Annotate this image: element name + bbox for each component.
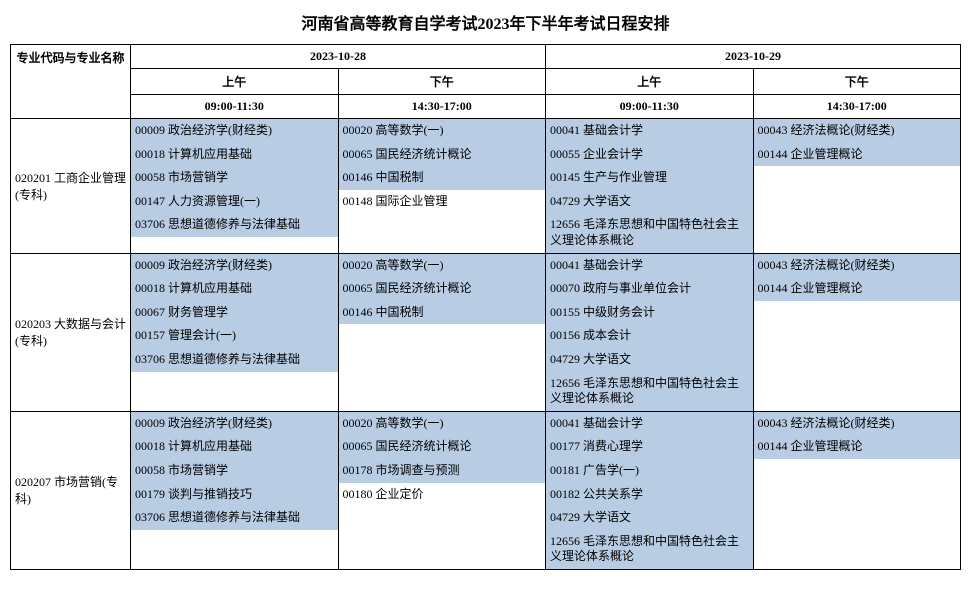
col-day1: 2023-10-28: [131, 45, 546, 69]
course-item: 03706 思想道德修养与法律基础: [131, 506, 338, 530]
slot-cell: 00043 经济法概论(财经类)00144 企业管理概论: [753, 253, 961, 411]
major-cell: 020203 大数据与会计(专科): [11, 253, 131, 411]
course-item: 00009 政治经济学(财经类): [131, 412, 338, 436]
course-item: 00043 经济法概论(财经类): [754, 254, 961, 278]
schedule-table: 专业代码与专业名称 2023-10-28 2023-10-29 上午 下午 上午…: [10, 44, 961, 570]
course-item: 00065 国民经济统计概论: [339, 143, 546, 167]
course-item: 00181 广告学(一): [546, 459, 753, 483]
slot-cell: 00041 基础会计学00177 消费心理学00181 广告学(一)00182 …: [546, 411, 754, 569]
slot-cell: 00009 政治经济学(财经类)00018 计算机应用基础00058 市场营销学…: [131, 119, 339, 254]
course-item: 00018 计算机应用基础: [131, 435, 338, 459]
course-item: 00147 人力资源管理(一): [131, 190, 338, 214]
course-item: 00177 消费心理学: [546, 435, 753, 459]
course-item: 00148 国际企业管理: [339, 190, 546, 214]
course-item: 00146 中国税制: [339, 301, 546, 325]
course-item: 00157 管理会计(一): [131, 324, 338, 348]
course-item: 00058 市场营销学: [131, 459, 338, 483]
slot-cell: 00020 高等数学(一)00065 国民经济统计概论00178 市场调查与预测…: [338, 411, 546, 569]
course-item: 00043 经济法概论(财经类): [754, 119, 961, 143]
col-day2: 2023-10-29: [546, 45, 961, 69]
page-title: 河南省高等教育自学考试2023年下半年考试日程安排: [10, 10, 961, 34]
course-item: 00144 企业管理概论: [754, 143, 961, 167]
course-item: 00055 企业会计学: [546, 143, 753, 167]
course-item: 00070 政府与事业单位会计: [546, 277, 753, 301]
col-d1-pm-time: 14:30-17:00: [338, 95, 546, 119]
course-item: 00156 成本会计: [546, 324, 753, 348]
col-major: 专业代码与专业名称: [11, 45, 131, 119]
slot-cell: 00020 高等数学(一)00065 国民经济统计概论00146 中国税制001…: [338, 119, 546, 254]
course-item: 04729 大学语文: [546, 190, 753, 214]
course-item: 00020 高等数学(一): [339, 119, 546, 143]
col-d1-am-time: 09:00-11:30: [131, 95, 339, 119]
col-d2-am-time: 09:00-11:30: [546, 95, 754, 119]
course-item: 00041 基础会计学: [546, 119, 753, 143]
slot-cell: 00020 高等数学(一)00065 国民经济统计概论00146 中国税制: [338, 253, 546, 411]
major-cell: 020201 工商企业管理(专科): [11, 119, 131, 254]
course-item: 12656 毛泽东思想和中国特色社会主义理论体系概论: [546, 372, 753, 411]
course-item: 00145 生产与作业管理: [546, 166, 753, 190]
course-item: 00058 市场营销学: [131, 166, 338, 190]
course-item: 00018 计算机应用基础: [131, 143, 338, 167]
course-item: 00182 公共关系学: [546, 483, 753, 507]
course-item: 00155 中级财务会计: [546, 301, 753, 325]
slot-cell: 00009 政治经济学(财经类)00018 计算机应用基础00058 市场营销学…: [131, 411, 339, 569]
slot-cell: 00043 经济法概论(财经类)00144 企业管理概论: [753, 119, 961, 254]
course-item: 00067 财务管理学: [131, 301, 338, 325]
col-d2-pm: 下午: [753, 69, 961, 95]
course-item: 00009 政治经济学(财经类): [131, 254, 338, 278]
slot-cell: 00009 政治经济学(财经类)00018 计算机应用基础00067 财务管理学…: [131, 253, 339, 411]
course-item: 03706 思想道德修养与法律基础: [131, 348, 338, 372]
course-item: 00180 企业定价: [339, 483, 546, 507]
course-item: 00178 市场调查与预测: [339, 459, 546, 483]
course-item: 00065 国民经济统计概论: [339, 435, 546, 459]
course-item: 00018 计算机应用基础: [131, 277, 338, 301]
course-item: 00146 中国税制: [339, 166, 546, 190]
course-item: 00144 企业管理概论: [754, 435, 961, 459]
col-d2-am: 上午: [546, 69, 754, 95]
major-cell: 020207 市场营销(专科): [11, 411, 131, 569]
course-item: 00041 基础会计学: [546, 412, 753, 436]
course-item: 00020 高等数学(一): [339, 254, 546, 278]
course-item: 12656 毛泽东思想和中国特色社会主义理论体系概论: [546, 530, 753, 569]
slot-cell: 00043 经济法概论(财经类)00144 企业管理概论: [753, 411, 961, 569]
course-item: 04729 大学语文: [546, 348, 753, 372]
course-item: 04729 大学语文: [546, 506, 753, 530]
course-item: 00179 谈判与推销技巧: [131, 483, 338, 507]
col-d1-pm: 下午: [338, 69, 546, 95]
course-item: 03706 思想道德修养与法律基础: [131, 213, 338, 237]
slot-cell: 00041 基础会计学00070 政府与事业单位会计00155 中级财务会计00…: [546, 253, 754, 411]
col-d1-am: 上午: [131, 69, 339, 95]
course-item: 00043 经济法概论(财经类): [754, 412, 961, 436]
course-item: 00041 基础会计学: [546, 254, 753, 278]
course-item: 00065 国民经济统计概论: [339, 277, 546, 301]
slot-cell: 00041 基础会计学00055 企业会计学00145 生产与作业管理04729…: [546, 119, 754, 254]
course-item: 00144 企业管理概论: [754, 277, 961, 301]
col-d2-pm-time: 14:30-17:00: [753, 95, 961, 119]
course-item: 00009 政治经济学(财经类): [131, 119, 338, 143]
course-item: 12656 毛泽东思想和中国特色社会主义理论体系概论: [546, 213, 753, 252]
course-item: 00020 高等数学(一): [339, 412, 546, 436]
